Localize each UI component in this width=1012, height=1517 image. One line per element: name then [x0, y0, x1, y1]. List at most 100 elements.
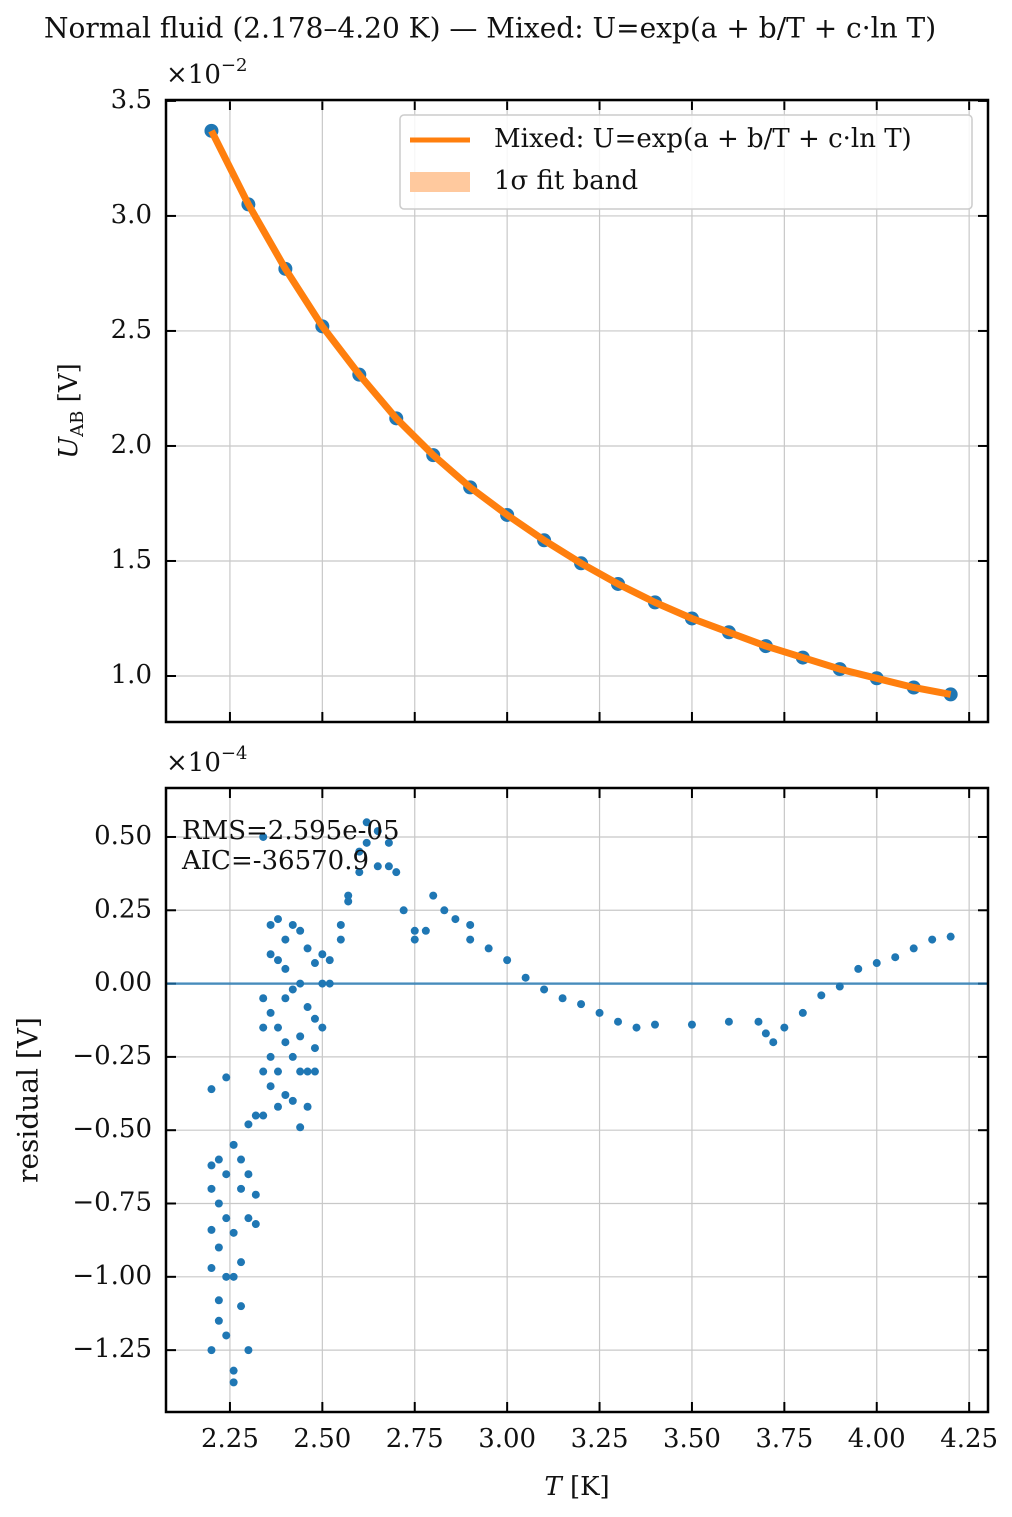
- residual-point: [310, 1014, 319, 1023]
- residual-point: [251, 1111, 260, 1120]
- y-tick-label: 2.5: [111, 315, 152, 345]
- residual-point: [521, 973, 530, 982]
- residual-point: [259, 832, 268, 841]
- residual-point: [310, 959, 319, 968]
- residual-point: [429, 891, 438, 900]
- residual-point: [325, 956, 334, 965]
- y-axis-label: UAB [V]: [54, 363, 88, 459]
- residual-point: [214, 1155, 223, 1164]
- x-label-space: [562, 1472, 570, 1502]
- residual-point: [891, 953, 900, 962]
- y-label-unit: [V]: [54, 363, 84, 402]
- offset-exponent: −4: [221, 743, 248, 764]
- residual-point: [237, 1184, 246, 1193]
- residual-point: [410, 926, 419, 935]
- residual-point: [355, 868, 364, 877]
- x-tick-label: 2.75: [386, 1424, 444, 1454]
- fit-line: [208, 129, 952, 698]
- residual-point: [440, 906, 449, 915]
- residual-point: [595, 1008, 604, 1017]
- residual-point: [632, 1023, 641, 1032]
- x-tick-label: 4.00: [848, 1424, 906, 1454]
- residual-point: [451, 915, 460, 924]
- residual-point: [373, 827, 382, 836]
- x-tick-label: 3.75: [755, 1424, 813, 1454]
- residual-point: [259, 1067, 268, 1076]
- residual-point: [214, 1316, 223, 1325]
- residual-point: [540, 985, 549, 994]
- residual-point: [362, 818, 371, 827]
- residual-point: [817, 991, 826, 1000]
- residual-point: [392, 868, 401, 877]
- annotation: AIC=-36570.9: [181, 846, 369, 876]
- axes-frame: [164, 786, 990, 1414]
- residual-point: [373, 862, 382, 871]
- y-label-symbol: U: [54, 436, 84, 459]
- offset-exponent: −2: [221, 55, 248, 76]
- residual-point: [296, 1123, 305, 1132]
- residual-point: [310, 1044, 319, 1053]
- residual-point: [237, 1258, 246, 1267]
- residual-point: [207, 1346, 216, 1355]
- residual-point: [281, 994, 290, 1003]
- residual-point: [251, 1190, 260, 1199]
- residual-point: [466, 935, 475, 944]
- residual-point: [835, 982, 844, 991]
- residual-point: [577, 1000, 586, 1009]
- residual-point: [266, 920, 275, 929]
- legend-label: Mixed: U=exp(a + b/T + c·ln T): [494, 124, 912, 154]
- residual-point: [780, 1023, 789, 1032]
- residual-point: [207, 1161, 216, 1170]
- y-tick-label: 0.50: [94, 821, 152, 851]
- residual-point: [229, 1228, 238, 1237]
- residual-point: [214, 1243, 223, 1252]
- residual-point: [421, 926, 430, 935]
- residual-point: [266, 950, 275, 959]
- residual-point: [946, 932, 955, 941]
- y-tick-label: 3.0: [111, 200, 152, 230]
- x-tick-label: 3.50: [663, 1424, 721, 1454]
- residual-point: [244, 1120, 253, 1129]
- residual-point: [296, 1067, 305, 1076]
- y-tick-label: −1.25: [72, 1334, 152, 1364]
- residual-point: [336, 920, 345, 929]
- offset-base: ×10: [166, 748, 221, 778]
- residual-point: [251, 1220, 260, 1229]
- residual-point: [484, 944, 493, 953]
- residual-point: [288, 1052, 297, 1061]
- residual-point: [237, 1302, 246, 1311]
- residual-point: [288, 920, 297, 929]
- y-tick-label: −0.50: [72, 1114, 152, 1144]
- residual-point: [769, 1038, 778, 1047]
- residual-point: [724, 1017, 733, 1026]
- x-tick-label: 4.25: [940, 1424, 998, 1454]
- axes-frame: [164, 98, 990, 724]
- y-tick-label: 3.5: [111, 85, 152, 115]
- residual-point: [928, 935, 937, 944]
- offset-text: ×10−2: [166, 55, 247, 90]
- residual-point: [222, 1272, 231, 1281]
- residual-point: [909, 944, 918, 953]
- residual-point: [362, 838, 371, 847]
- residual-point: [273, 956, 282, 965]
- y-tick-label: −0.25: [72, 1041, 152, 1071]
- residual-point: [222, 1073, 231, 1082]
- residual-point: [229, 1140, 238, 1149]
- residual-point: [281, 1091, 290, 1100]
- residual-point: [558, 994, 567, 1003]
- offset-base: ×10: [166, 60, 221, 90]
- residual-point: [344, 891, 353, 900]
- residual-point: [207, 1184, 216, 1193]
- residual-point: [310, 1067, 319, 1076]
- residual-point: [687, 1020, 696, 1029]
- x-tick-label: 2.50: [293, 1424, 351, 1454]
- residual-point: [303, 1003, 312, 1012]
- residual-point: [259, 1111, 268, 1120]
- residual-point: [222, 1214, 231, 1223]
- x-tick-label: 3.25: [571, 1424, 629, 1454]
- residual-point: [872, 959, 881, 968]
- residual-point: [288, 985, 297, 994]
- legend-label: 1σ fit band: [494, 166, 638, 196]
- residual-point: [207, 1225, 216, 1234]
